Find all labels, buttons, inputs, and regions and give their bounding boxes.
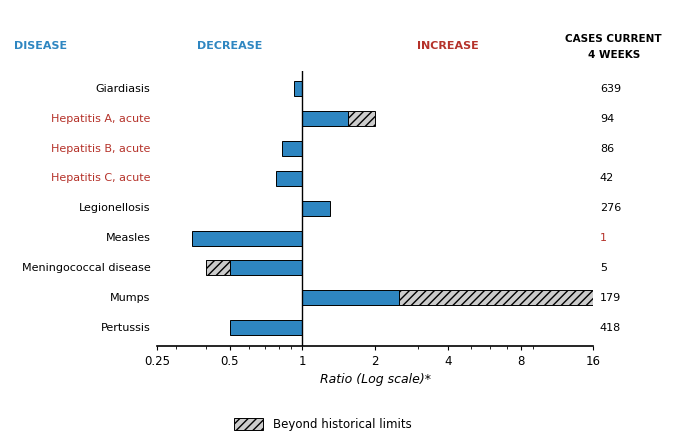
Text: DECREASE: DECREASE [197,41,263,51]
Text: DISEASE: DISEASE [14,41,67,51]
Text: Mumps: Mumps [110,293,150,303]
Text: 42: 42 [600,173,614,183]
Bar [230,260,302,276]
Text: Hepatitis B, acute: Hepatitis B, acute [51,144,150,154]
Legend: Beyond historical limits: Beyond historical limits [229,413,416,436]
Text: 86: 86 [600,144,614,154]
Text: 4 WEEKS: 4 WEEKS [588,50,640,60]
Text: 1: 1 [600,233,607,243]
X-axis label: Ratio (Log scale)*: Ratio (Log scale)* [320,373,430,386]
Bar [230,320,302,335]
Text: Pertussis: Pertussis [100,323,150,333]
Text: INCREASE: INCREASE [417,41,479,51]
Bar [276,171,302,186]
Text: 639: 639 [600,84,621,94]
Text: Meningococcal disease: Meningococcal disease [22,263,150,273]
Bar [192,231,302,245]
Text: 179: 179 [600,293,621,303]
Text: 276: 276 [600,203,621,213]
Text: 5: 5 [600,263,607,273]
Text: 418: 418 [600,323,621,333]
Bar [206,260,230,276]
Text: Measles: Measles [106,233,150,243]
Bar [349,111,375,126]
Text: CASES CURRENT: CASES CURRENT [565,34,662,44]
Bar [282,141,302,156]
Text: Legionellosis: Legionellosis [79,203,150,213]
Bar [302,111,349,126]
Text: 94: 94 [600,114,614,124]
Bar [294,82,302,96]
Bar [302,201,330,216]
Bar [302,290,398,305]
Text: Hepatitis A, acute: Hepatitis A, acute [51,114,150,124]
Text: Giardiasis: Giardiasis [95,84,150,94]
Bar [398,290,593,305]
Text: Hepatitis C, acute: Hepatitis C, acute [51,173,150,183]
